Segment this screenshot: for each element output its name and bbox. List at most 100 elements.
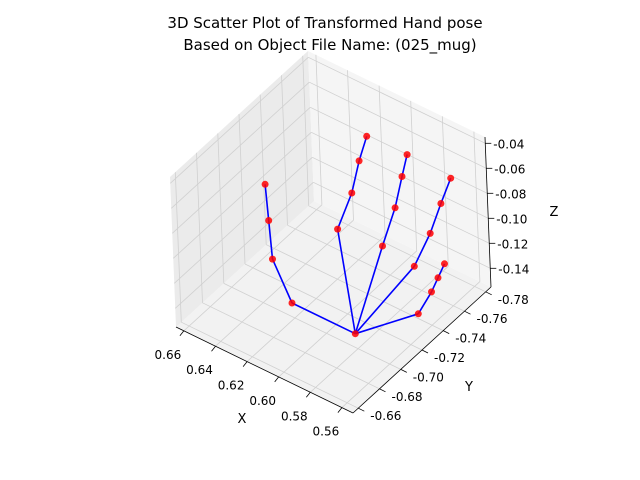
y-gridline-left (174, 172, 182, 323)
skeleton-segment (417, 291, 433, 315)
y-tick-label: -0.78 (498, 293, 529, 307)
skeleton-lines (264, 136, 452, 335)
joint-point (414, 310, 422, 318)
skeleton-segment (381, 207, 396, 247)
joint-point (437, 200, 445, 207)
y-gridline-left (302, 55, 310, 206)
joint-point (351, 330, 359, 338)
joint-point (288, 299, 296, 307)
z-gridline-back (312, 156, 490, 244)
y-gridline-left (259, 94, 267, 245)
x-tick-label: 0.66 (155, 348, 182, 362)
x-tick-mark (242, 361, 248, 367)
y-tick-mark (358, 407, 365, 412)
y-tick-label: -0.76 (477, 312, 508, 326)
skeleton-segment (291, 302, 356, 335)
skeleton-segment (264, 184, 270, 221)
z-tick-label: -0.08 (495, 187, 526, 201)
skeleton-segment (354, 265, 415, 335)
y-gridline-bottom (202, 302, 380, 390)
y-tick-label: -0.74 (455, 332, 486, 346)
joint-points (261, 132, 455, 338)
x-tick-mark (211, 345, 216, 352)
x-tick-mark (305, 392, 311, 398)
joint-point (441, 260, 448, 268)
x-gridline-back (315, 54, 323, 205)
z-axis-label: Z (550, 205, 559, 220)
skeleton-segment (440, 177, 452, 204)
joint-point (428, 288, 435, 296)
skeleton-segment (336, 228, 357, 334)
x-axis-line (175, 326, 354, 414)
x-tick-label: 0.64 (186, 363, 213, 377)
z-tick-label: -0.14 (498, 262, 529, 276)
joint-point (391, 204, 399, 212)
joint-point (363, 132, 371, 140)
skeleton-segment (336, 192, 353, 230)
y-tick-label: -0.66 (370, 409, 401, 423)
chart-title-line1: 3D Scatter Plot of Transformed Hand pose (167, 14, 482, 32)
x-gridline-back (378, 85, 386, 236)
joint-point (410, 262, 418, 270)
joint-point (265, 217, 273, 224)
y-tick-mark (443, 330, 450, 334)
y-gridline-left (281, 75, 288, 226)
x-gridline-back (410, 100, 418, 251)
y-tick-label: -0.68 (392, 390, 423, 404)
y-tick-mark (485, 291, 492, 296)
z-gridline-back (308, 56, 486, 144)
y-gridline-left (196, 152, 203, 303)
joint-point (447, 174, 455, 182)
y-tick-label: -0.72 (434, 351, 465, 365)
z-gridline-left (175, 182, 314, 309)
joint-point (379, 242, 386, 250)
y-gridline-bottom (244, 263, 423, 351)
skeleton-segment (354, 245, 384, 334)
z-axis-line (484, 136, 492, 288)
back-pane (308, 51, 491, 287)
y-tick-mark (464, 310, 471, 315)
y-gridline-bottom (266, 244, 444, 331)
z-tick-label: -0.06 (494, 162, 525, 176)
joint-point (398, 173, 406, 180)
skeleton-segment (351, 160, 360, 194)
z-gridline-left (174, 157, 313, 284)
z-gridline-back (313, 181, 491, 269)
x-tick-label: 0.60 (249, 394, 276, 408)
z-gridline-back (310, 106, 488, 194)
x-gridline-back (473, 131, 481, 282)
x-tick-label: 0.62 (218, 379, 245, 393)
y-gridline-bottom (308, 205, 486, 293)
z-tick-label: -0.10 (496, 212, 527, 226)
y-gridline-left (238, 113, 246, 265)
y-tick-mark (379, 388, 386, 393)
x-tick-mark (274, 376, 280, 383)
joint-point (403, 151, 411, 159)
y-tick-mark (421, 349, 429, 354)
x-tick-mark (337, 407, 343, 413)
x-axis-label: X (238, 412, 247, 427)
z-tick-label: -0.12 (497, 237, 528, 251)
z-gridline-left (172, 107, 311, 234)
joint-point (334, 225, 342, 233)
z-gridline-left (171, 81, 310, 209)
y-tick-mark (400, 369, 407, 373)
joint-point (269, 255, 276, 263)
chart-title-line2: Based on Object File Name: (025_mug) (183, 36, 476, 55)
skeleton-segment (401, 154, 408, 177)
skeleton-segment (429, 203, 442, 234)
skeleton-segment (358, 136, 368, 162)
z-gridline-back (309, 81, 487, 169)
joint-point (348, 189, 356, 197)
joint-point (426, 229, 434, 237)
joint-point (261, 180, 269, 188)
z-gridline-left (170, 57, 309, 184)
skeleton-segment (413, 233, 431, 267)
z-tick-label: -0.04 (493, 137, 524, 151)
joint-point (434, 274, 442, 282)
z-gridline-left (173, 132, 312, 259)
x-tick-label: 0.58 (281, 409, 308, 423)
x-tick-mark (179, 330, 185, 337)
skeleton-segment (267, 220, 274, 260)
